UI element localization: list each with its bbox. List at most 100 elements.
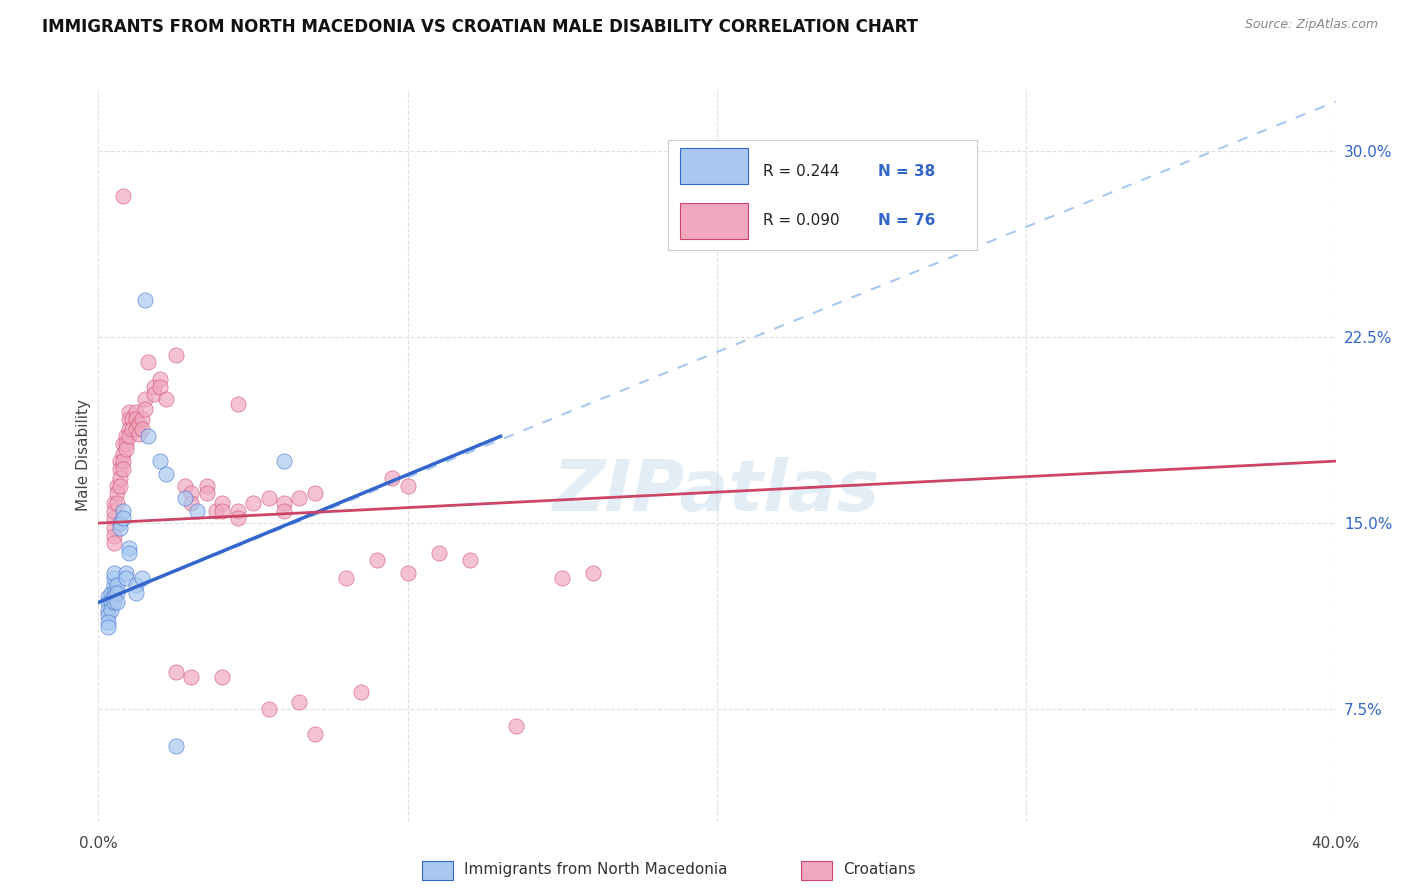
Text: N = 38: N = 38 (877, 163, 935, 178)
Point (100, 585, 122, 599)
Point (226, 504, 249, 518)
Point (149, 372, 172, 386)
Point (155, 392, 177, 406)
Point (100, 603, 122, 617)
Point (124, 412, 146, 426)
Point (103, 536, 125, 550)
Point (105, 486, 128, 500)
Point (180, 486, 202, 500)
Point (108, 521, 131, 535)
Point (115, 442, 138, 456)
Point (381, 471, 404, 485)
Point (257, 702, 280, 716)
Point (273, 496, 295, 510)
Point (103, 578, 125, 592)
Point (124, 578, 146, 592)
Point (131, 412, 153, 426)
Point (165, 665, 187, 679)
Point (165, 739, 187, 754)
Point (115, 566, 138, 580)
Point (186, 504, 208, 518)
Point (155, 467, 177, 481)
Point (131, 571, 153, 585)
Point (112, 447, 135, 461)
Text: ZIPatlas: ZIPatlas (554, 457, 880, 526)
Point (105, 578, 128, 592)
Point (103, 595, 125, 609)
Point (112, 189, 135, 203)
Point (195, 486, 218, 500)
Point (115, 436, 138, 450)
Point (149, 454, 172, 468)
Point (103, 504, 125, 518)
Point (396, 479, 419, 493)
Bar (681, 148, 748, 185)
Point (174, 479, 197, 493)
Point (128, 426, 150, 441)
Bar (681, 203, 748, 239)
Point (118, 404, 141, 418)
Point (128, 417, 150, 431)
Point (288, 695, 311, 709)
Point (103, 511, 125, 525)
Point (97, 615, 120, 630)
Point (97, 607, 120, 622)
Point (551, 571, 574, 585)
Point (121, 412, 143, 426)
Text: Immigrants from North Macedonia: Immigrants from North Macedonia (464, 863, 727, 877)
Point (103, 521, 125, 535)
Text: Source: ZipAtlas.com: Source: ZipAtlas.com (1244, 18, 1378, 31)
Point (396, 566, 419, 580)
Point (226, 397, 249, 411)
Point (118, 546, 141, 560)
Point (124, 585, 146, 599)
Point (118, 541, 141, 555)
Point (112, 461, 135, 475)
Point (174, 491, 197, 506)
Point (115, 571, 138, 585)
Point (180, 496, 202, 510)
Point (124, 404, 146, 418)
Point (97, 620, 120, 634)
Point (458, 553, 481, 567)
Point (304, 486, 326, 500)
Text: R = 0.244: R = 0.244 (763, 163, 839, 178)
Point (505, 719, 527, 733)
Point (350, 684, 373, 698)
Point (108, 471, 131, 485)
Point (180, 670, 202, 684)
Point (242, 496, 264, 510)
Point (118, 412, 141, 426)
Point (211, 670, 233, 684)
Point (105, 479, 128, 493)
Point (366, 553, 388, 567)
Point (335, 571, 357, 585)
Point (143, 387, 166, 401)
Point (257, 491, 280, 506)
Point (134, 402, 156, 417)
Point (304, 727, 326, 741)
Point (136, 355, 159, 369)
Point (100, 595, 122, 609)
Point (211, 496, 233, 510)
Point (118, 422, 141, 436)
Point (103, 566, 125, 580)
Text: 0.0%: 0.0% (79, 836, 118, 850)
Point (108, 461, 131, 475)
Point (105, 595, 128, 609)
Point (273, 504, 295, 518)
Point (108, 454, 131, 468)
Point (195, 479, 218, 493)
Point (103, 571, 125, 585)
Point (112, 454, 135, 468)
Point (97, 603, 120, 617)
Point (112, 436, 135, 450)
Text: 40.0%: 40.0% (1312, 836, 1360, 850)
Text: Croatians: Croatians (844, 863, 917, 877)
Text: R = 0.090: R = 0.090 (763, 213, 839, 228)
Text: N = 76: N = 76 (877, 213, 935, 228)
Point (108, 479, 131, 493)
Point (121, 422, 143, 436)
Point (226, 511, 249, 525)
Point (205, 504, 228, 518)
